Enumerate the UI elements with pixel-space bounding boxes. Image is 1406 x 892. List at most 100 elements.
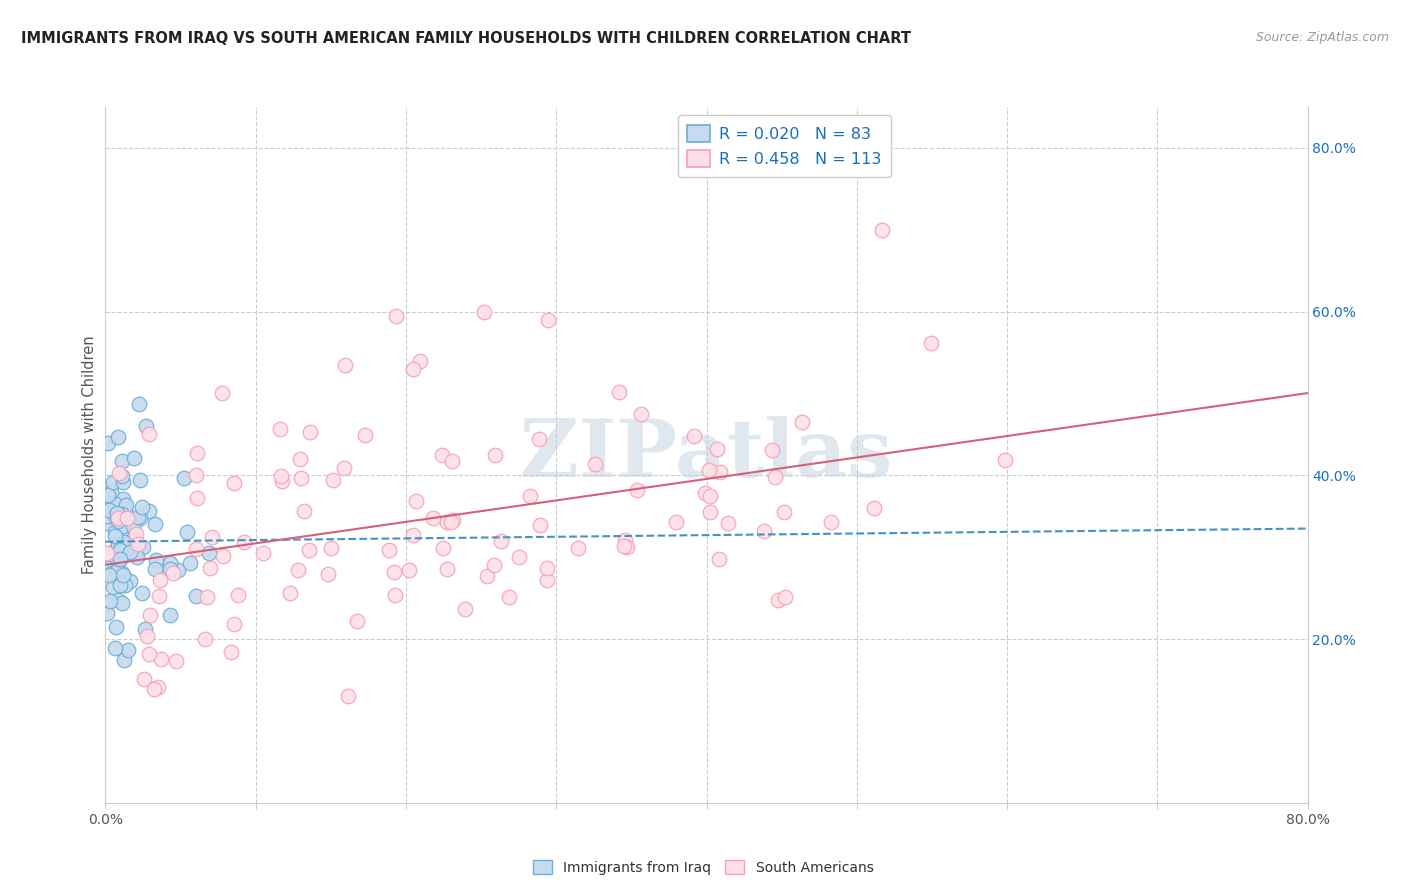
Point xyxy=(98,567,121,582)
Point xyxy=(226,588,249,602)
Point xyxy=(105,564,128,578)
Point xyxy=(127,510,149,524)
Legend: Immigrants from Iraq, South Americans: Immigrants from Iraq, South Americans xyxy=(527,855,879,880)
Point xyxy=(409,353,432,368)
Point xyxy=(201,530,224,544)
Point xyxy=(132,672,155,686)
Point xyxy=(616,541,638,555)
Point xyxy=(101,580,124,594)
Point xyxy=(292,504,315,518)
Point xyxy=(149,573,172,587)
Point xyxy=(111,566,134,581)
Point xyxy=(709,465,731,479)
Point xyxy=(107,593,129,607)
Point xyxy=(110,543,132,558)
Point xyxy=(107,514,129,528)
Point xyxy=(186,491,208,505)
Point xyxy=(96,597,118,611)
Point xyxy=(790,415,813,429)
Point xyxy=(441,454,464,468)
Point xyxy=(111,454,134,468)
Point xyxy=(820,515,842,529)
Point xyxy=(121,519,143,533)
Point xyxy=(322,473,344,487)
Point xyxy=(454,602,477,616)
Point xyxy=(96,546,118,560)
Point xyxy=(139,608,162,623)
Point xyxy=(472,304,495,318)
Point xyxy=(138,504,160,518)
Point xyxy=(162,566,184,580)
Point xyxy=(252,546,274,560)
Point xyxy=(107,466,129,480)
Point xyxy=(224,475,246,490)
Point xyxy=(475,568,498,582)
Point xyxy=(97,488,120,502)
Point xyxy=(336,690,359,704)
Legend: R = 0.020   N = 83, R = 0.458   N = 113: R = 0.020 N = 83, R = 0.458 N = 113 xyxy=(678,115,891,177)
Point xyxy=(626,483,648,497)
Point xyxy=(145,553,167,567)
Point xyxy=(498,590,520,604)
Point xyxy=(138,427,160,442)
Point xyxy=(143,682,166,697)
Point xyxy=(124,532,146,546)
Point xyxy=(761,442,783,457)
Point xyxy=(436,516,458,530)
Point xyxy=(104,508,127,522)
Point xyxy=(346,614,368,628)
Point xyxy=(125,550,148,565)
Text: ZIPatlas: ZIPatlas xyxy=(520,416,893,494)
Point xyxy=(519,489,541,503)
Point xyxy=(143,516,166,531)
Point xyxy=(354,427,377,442)
Point xyxy=(288,452,311,467)
Point xyxy=(775,590,797,604)
Point xyxy=(508,549,530,564)
Point xyxy=(699,505,721,519)
Text: Source: ZipAtlas.com: Source: ZipAtlas.com xyxy=(1256,31,1389,45)
Point xyxy=(108,551,131,566)
Point xyxy=(173,471,195,485)
Point xyxy=(107,537,129,551)
Point xyxy=(184,468,207,483)
Point xyxy=(110,469,132,483)
Point xyxy=(129,473,152,487)
Point xyxy=(143,562,166,576)
Point xyxy=(104,529,127,543)
Point xyxy=(402,362,425,376)
Point xyxy=(135,629,157,643)
Point xyxy=(614,533,637,548)
Point xyxy=(101,475,124,489)
Point xyxy=(135,419,157,434)
Point xyxy=(112,535,135,549)
Point xyxy=(536,574,558,588)
Point xyxy=(197,545,219,559)
Point xyxy=(111,568,134,582)
Point xyxy=(422,511,444,525)
Point xyxy=(150,652,173,666)
Point xyxy=(270,468,292,483)
Point xyxy=(104,524,127,539)
Point xyxy=(118,544,141,558)
Point xyxy=(211,385,233,400)
Point xyxy=(184,589,207,603)
Point xyxy=(432,448,454,462)
Y-axis label: Family Households with Children: Family Households with Children xyxy=(82,335,97,574)
Point xyxy=(115,547,138,561)
Point xyxy=(128,397,150,411)
Point xyxy=(148,680,170,694)
Point xyxy=(110,551,132,566)
Point xyxy=(384,588,406,602)
Point xyxy=(114,502,136,516)
Point xyxy=(134,622,156,636)
Point xyxy=(107,429,129,443)
Point xyxy=(165,654,187,668)
Point xyxy=(115,511,138,525)
Point xyxy=(432,541,454,556)
Point xyxy=(117,643,139,657)
Point xyxy=(132,540,155,554)
Point xyxy=(630,407,652,421)
Point xyxy=(125,546,148,560)
Point xyxy=(186,446,208,460)
